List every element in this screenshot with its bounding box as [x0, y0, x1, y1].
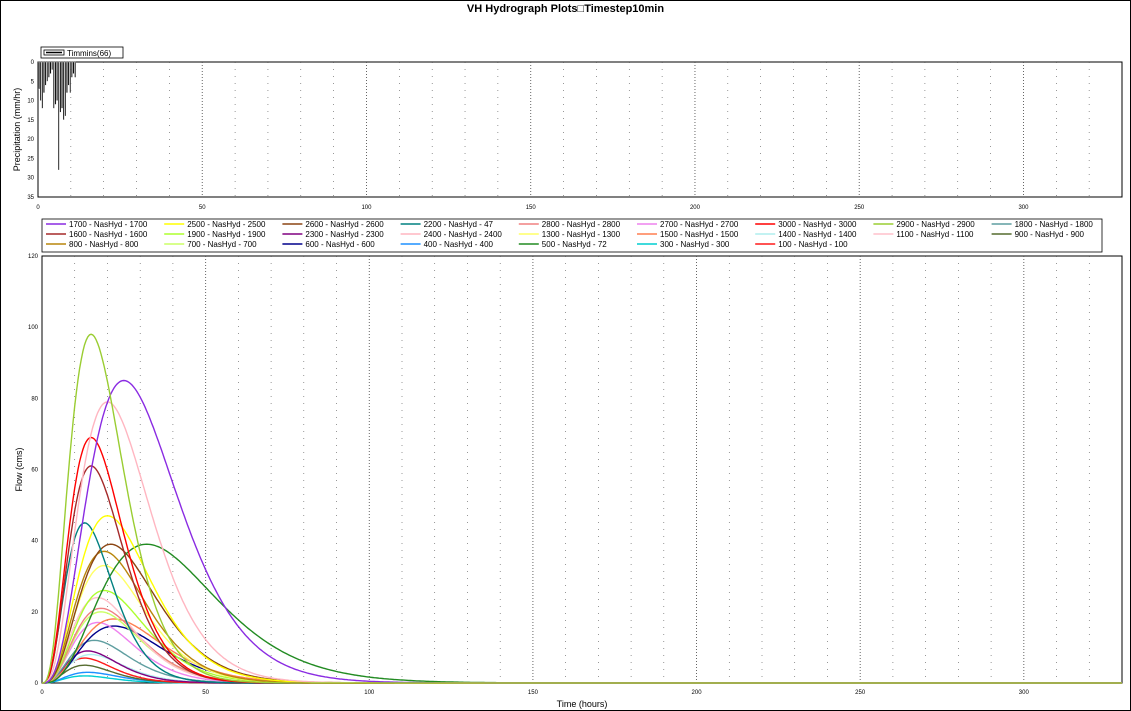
precip-bar: [42, 62, 43, 108]
flow-legend-label: 1500 - NasHyd - 1500: [660, 230, 739, 239]
precip-bar: [68, 62, 69, 85]
flow-legend-label: 2900 - NasHyd - 2900: [896, 220, 975, 229]
precip-x-tick-label: 150: [526, 205, 537, 211]
flow-legend-label: 1900 - NasHyd - 1900: [187, 230, 266, 239]
precip-bar: [40, 62, 41, 101]
flow-legend-label: 2500 - NasHyd - 2500: [187, 220, 266, 229]
flow-legend-label: 2600 - NasHyd - 2600: [305, 220, 384, 229]
precip-bar: [53, 62, 54, 108]
flow-y-tick-label: 20: [31, 610, 38, 616]
flow-legend-label: 2200 - NasHyd - 47: [424, 220, 494, 229]
flow-legend: 1700 - NasHyd - 1700 2500 - NasHyd - 2500…: [42, 219, 1102, 252]
flow-legend-label: 2300 - NasHyd - 2300: [305, 230, 384, 239]
precip-bar: [56, 62, 57, 101]
flow-legend-label: 1600 - NasHyd - 1600: [69, 230, 148, 239]
flow-legend-label: 3000 - NasHyd - 3000: [778, 220, 857, 229]
flow-x-tick-label: 50: [202, 690, 209, 696]
flow-y-tick-label: 120: [28, 254, 39, 260]
flow-y-tick-label: 60: [31, 468, 38, 474]
precip-bar: [43, 62, 44, 93]
flow-plot-area: [42, 256, 1122, 683]
flow-legend-label: 1800 - NasHyd - 1800: [1015, 220, 1094, 229]
precip-x-tick-label: 0: [36, 205, 40, 211]
flow-legend-label: 700 - NasHyd - 700: [187, 240, 257, 249]
flow-plot: 0 50 100 150 200 250 300 0 20 40 60 80 100 120 Time (h…: [14, 254, 1122, 709]
precip-bar: [50, 62, 51, 74]
precip-bar: [61, 62, 62, 108]
precip-x-tick-label: 50: [199, 205, 206, 211]
precip-y-tick-label: 20: [27, 137, 34, 143]
flow-legend-label: 800 - NasHyd - 800: [69, 240, 139, 249]
precip-y-tick-label: 15: [27, 118, 34, 124]
precip-bar: [70, 62, 71, 93]
precip-bar: [65, 62, 66, 116]
precip-x-tick-label: 100: [361, 205, 372, 211]
precip-plot-area: [38, 62, 1122, 197]
flow-legend-label: 1400 - NasHyd - 1400: [778, 230, 857, 239]
flow-x-tick-label: 0: [40, 690, 44, 696]
flow-legend-label: 1300 - NasHyd - 1300: [542, 230, 621, 239]
flow-legend-label: 2800 - NasHyd - 2800: [542, 220, 621, 229]
flow-y-tick-label: 100: [28, 325, 39, 331]
precip-x-tick-label: 200: [690, 205, 701, 211]
flow-legend-label: 2400 - NasHyd - 2400: [424, 230, 503, 239]
precip-bar: [66, 62, 67, 93]
precip-y-axis-label: Precipitation (mm/hr): [12, 88, 22, 172]
precip-legend-label: Timmins(66): [67, 49, 111, 58]
flow-x-tick-label: 200: [692, 690, 703, 696]
flow-x-tick-label: 250: [855, 690, 866, 696]
flow-y-axis-label: Flow (cms): [14, 448, 24, 492]
flow-legend-label: 300 - NasHyd - 300: [660, 240, 730, 249]
precip-bar: [75, 62, 76, 77]
flow-legend-label: 900 - NasHyd - 900: [1015, 230, 1085, 239]
precip-bar: [71, 62, 72, 77]
flow-legend-label: 1100 - NasHyd - 1100: [896, 230, 974, 239]
precip-y-tick-label: 0: [31, 60, 35, 66]
precip-bar: [47, 62, 48, 81]
flow-legend-label: 100 - NasHyd - 100: [778, 240, 848, 249]
precip-bar: [55, 62, 56, 104]
precip-bar: [58, 62, 59, 170]
precip-bar: [38, 62, 39, 89]
flow-x-tick-label: 150: [528, 690, 539, 696]
precip-y-tick-label: 25: [27, 156, 34, 162]
precip-bar: [60, 62, 61, 112]
precip-y-tick-label: 5: [31, 79, 35, 85]
flow-legend-label: 600 - NasHyd - 600: [305, 240, 375, 249]
precip-bar: [63, 62, 64, 120]
flow-legend-label: 500 - NasHyd - 72: [542, 240, 607, 249]
flow-x-axis-label: Time (hours): [557, 699, 608, 709]
flow-y-tick-label: 0: [35, 681, 39, 687]
precip-y-tick-label: 35: [27, 195, 34, 201]
precip-y-tick-label: 10: [27, 99, 34, 105]
flow-x-tick-label: 300: [1019, 690, 1030, 696]
precip-bar: [52, 62, 53, 70]
flow-y-tick-label: 80: [31, 396, 38, 402]
flow-x-tick-label: 100: [364, 690, 375, 696]
precip-bar: [45, 62, 46, 85]
flow-legend-label: 400 - NasHyd - 400: [424, 240, 494, 249]
flow-legend-label: 2700 - NasHyd - 2700: [660, 220, 739, 229]
precip-y-tick-label: 30: [27, 176, 34, 182]
precip-x-tick-label: 300: [1018, 205, 1029, 211]
precip-bar: [73, 62, 74, 74]
precip-bar: [48, 62, 49, 77]
precipitation-plot: 0 50 100 150 200 250 300 0 5 10 15 20 25 30 35 Precipit…: [12, 47, 1122, 211]
precip-x-tick-label: 250: [854, 205, 865, 211]
flow-legend-label: 1700 - NasHyd - 1700: [69, 220, 148, 229]
flow-y-tick-label: 40: [31, 539, 38, 545]
